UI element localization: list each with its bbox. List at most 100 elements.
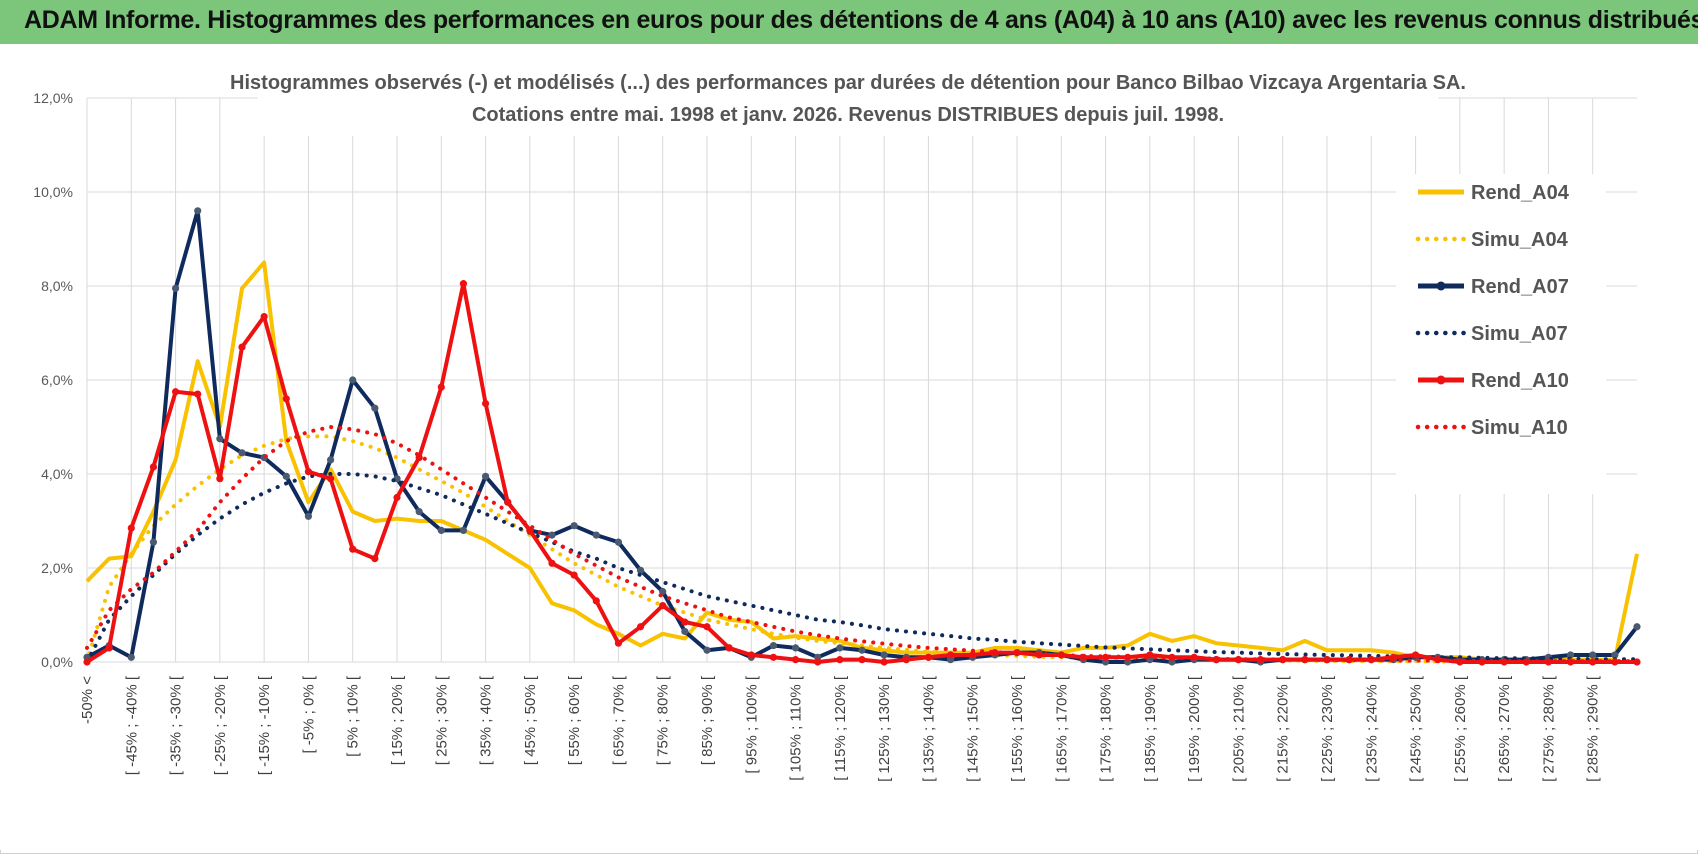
legend-label: Simu_A10 (1471, 417, 1568, 439)
x-tick-label: [ -5% ; 0% [ (300, 675, 317, 753)
legend-marker (1436, 281, 1446, 291)
data-point-Rend_A07 (371, 404, 379, 412)
legend-marker (1436, 375, 1446, 385)
data-point-Rend_A07 (282, 472, 290, 480)
y-axis: 0,0% 2,0% 4,0% 6,0% 8,0% 10,0% 12,0% (33, 90, 73, 670)
x-tick-label: [ 95% ; 100% [ (743, 675, 760, 773)
y-tick-label: 0,0% (41, 654, 73, 670)
data-point-Rend_A07 (304, 512, 313, 520)
y-tick-label: 2,0% (41, 560, 73, 576)
data-point-Rend_A10 (304, 468, 313, 476)
x-tick-label: [ -45% ; -40% [ (123, 675, 140, 775)
data-point-Rend_A07 (349, 376, 357, 384)
data-point-Rend_A10 (149, 463, 158, 471)
data-point-Rend_A10 (127, 524, 135, 532)
data-point-Rend_A07 (415, 508, 423, 516)
x-tick-label: [ 185% ; 190% [ (1142, 675, 1159, 782)
data-point-Rend_A07 (1566, 651, 1575, 659)
x-tick-label: [ 155% ; 160% [ (1009, 675, 1026, 782)
series-Simu_A07 (85, 472, 1639, 664)
x-tick-label: [ 105% ; 110% [ (788, 675, 805, 781)
x-tick-label: [ 25% ; 30% [ (433, 675, 450, 765)
data-point-Rend_A10 (83, 658, 91, 666)
legend-label: Rend_A07 (1471, 276, 1569, 298)
data-point-Rend_A10 (769, 653, 778, 661)
page-title: ADAM Informe. Histogrammes des performan… (24, 6, 1698, 34)
data-point-Rend_A10 (991, 649, 999, 657)
data-point-Rend_A10 (238, 343, 246, 351)
x-tick-label: [ 15% ; 20% [ (389, 675, 406, 765)
data-point-Rend_A10 (725, 644, 733, 652)
title-background (258, 64, 1438, 136)
data-point-Rend_A07 (548, 531, 556, 539)
data-point-Rend_A07 (659, 587, 667, 596)
legend-label: Rend_A10 (1471, 370, 1569, 392)
data-point-Rend_A10 (969, 651, 977, 659)
x-tick-label: [ 165% ; 170% [ (1053, 675, 1070, 782)
data-point-Rend_A10 (548, 559, 556, 567)
data-point-Rend_A10 (681, 618, 689, 626)
data-point-Rend_A07 (149, 538, 158, 546)
data-point-Rend_A07 (459, 526, 468, 534)
data-point-Rend_A07 (1633, 623, 1641, 631)
data-point-Rend_A10 (1101, 653, 1110, 661)
legend: Rend_A04 Simu_A04 Rend_A07 Simu_A07 Rend_A10… (1396, 174, 1606, 494)
x-tick-label: [ 255% ; 260% [ (1452, 675, 1469, 782)
x-axis: -50% < [ -45% ; -40% [[ -35% ; -30% [[ -2… (79, 675, 1602, 782)
x-tick-label: [ 125% ; 130% [ (876, 675, 893, 782)
legend-label: Simu_A07 (1471, 323, 1568, 345)
x-tick-label: [ 75% ; 80% [ (655, 675, 672, 765)
legend-item-Simu_A10: Simu_A10 (1415, 417, 1568, 439)
x-tick-label: [ 245% ; 250% [ (1408, 675, 1425, 782)
data-point-Rend_A07 (127, 653, 135, 661)
data-point-Rend_A07 (194, 207, 202, 215)
data-point-Rend_A07 (769, 641, 778, 650)
y-tick-label: 8,0% (41, 278, 73, 294)
series-line-Simu_A07 (85, 472, 1639, 664)
x-tick-label: [ -25% ; -20% [ (212, 675, 229, 775)
y-tick-label: 10,0% (33, 184, 73, 200)
data-point-Rend_A07 (614, 538, 623, 546)
plot-area (83, 207, 1641, 666)
x-tick-label: [ 205% ; 210% [ (1230, 675, 1247, 782)
x-tick-label: [ 85% ; 90% [ (699, 675, 716, 765)
data-point-Rend_A10 (1411, 651, 1420, 659)
data-point-Rend_A10 (260, 312, 268, 321)
data-point-Rend_A07 (238, 449, 246, 457)
x-tick-label: [ 115% ; 120% [ (832, 675, 849, 781)
x-tick-label: [ -15% ; -10% [ (256, 675, 273, 775)
data-point-Rend_A10 (349, 545, 357, 553)
data-point-Rend_A10 (1633, 658, 1641, 666)
x-tick-label: [ 195% ; 200% [ (1186, 675, 1203, 782)
data-point-Rend_A10 (371, 555, 379, 563)
data-point-Rend_A10 (1301, 656, 1309, 664)
data-point-Rend_A10 (814, 658, 822, 666)
chart-title-line1: Histogrammes observés (-) et modélisés (… (230, 72, 1466, 94)
data-point-Rend_A10 (105, 644, 113, 652)
data-point-Rend_A10 (1146, 651, 1154, 659)
data-point-Rend_A10 (880, 658, 888, 666)
x-tick-label: [ 225% ; 230% [ (1319, 675, 1336, 782)
data-point-Rend_A07 (326, 456, 335, 464)
x-tick-label: [ 145% ; 150% [ (965, 675, 982, 782)
data-point-Rend_A10 (836, 656, 844, 664)
data-point-Rend_A10 (1456, 658, 1464, 666)
y-tick-label: 12,0% (33, 90, 73, 106)
chart-title-line2: Cotations entre mai. 1998 et janv. 2026.… (472, 104, 1224, 126)
data-point-Rend_A07 (216, 435, 224, 443)
data-point-Rend_A10 (171, 388, 180, 396)
data-point-Rend_A10 (747, 651, 755, 659)
x-tick-label: [ -35% ; -30% [ (168, 675, 185, 775)
x-tick-label: [ 5% ; 10% [ (345, 675, 362, 757)
y-tick-label: 6,0% (41, 372, 73, 388)
data-point-Rend_A10 (659, 602, 667, 610)
data-point-Rend_A07 (836, 644, 844, 652)
data-point-Rend_A10 (1611, 658, 1619, 666)
x-tick-label: [ 175% ; 180% [ (1098, 675, 1115, 782)
data-point-Rend_A07 (703, 646, 711, 654)
data-point-Rend_A07 (636, 566, 645, 574)
data-point-Rend_A10 (504, 498, 512, 506)
data-point-Rend_A10 (614, 639, 623, 647)
y-tick-label: 4,0% (41, 466, 73, 482)
legend-item-Simu_A04: Simu_A04 (1415, 229, 1569, 251)
